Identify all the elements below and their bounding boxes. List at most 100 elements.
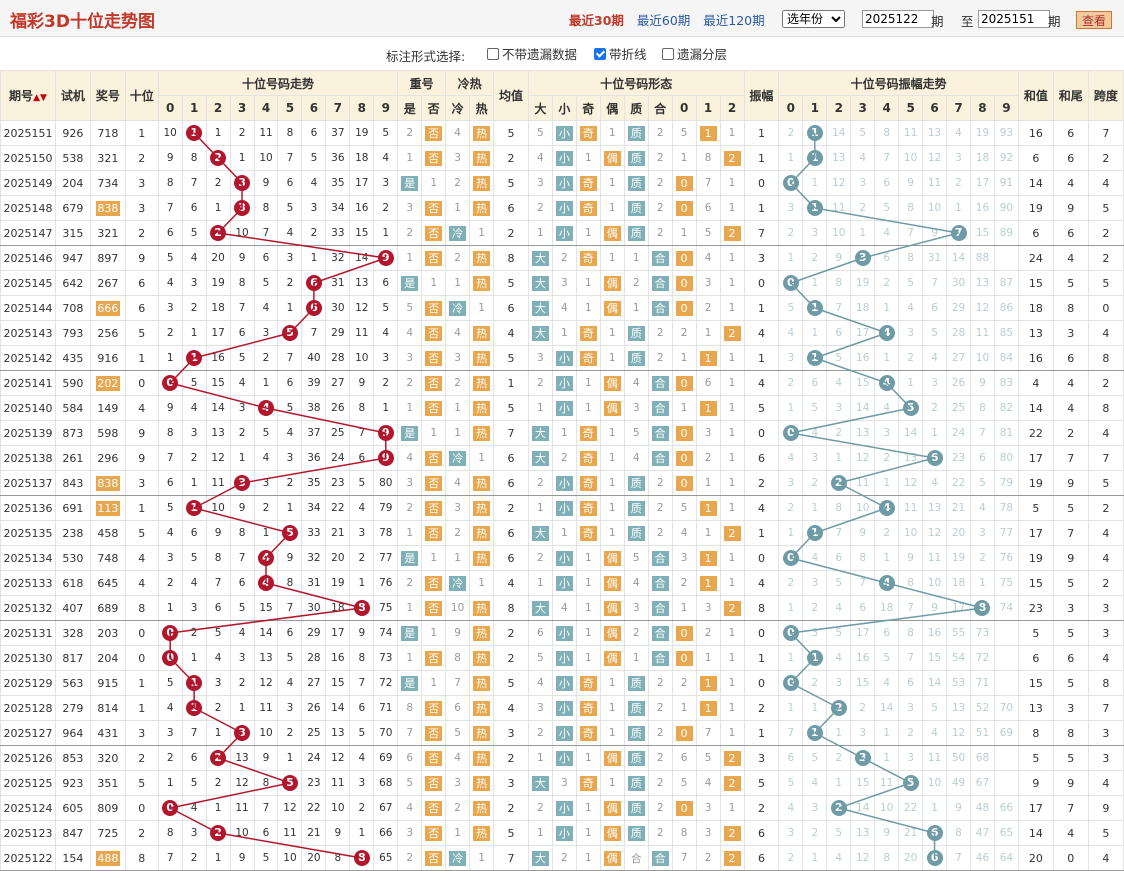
odd-cell: 奇 (575, 195, 601, 221)
amp-trend-cell: 80 (993, 445, 1019, 471)
amp-trend-cell: 3 (850, 245, 876, 271)
period-cell: 2025138 (0, 445, 56, 471)
amp-miss: 3 (811, 227, 819, 239)
cold-miss: 7 (454, 677, 461, 689)
remainder-badge: 2 (723, 850, 741, 866)
cold-miss: 2 (454, 377, 461, 389)
miss-value: 11 (211, 477, 225, 489)
remainder-cell-1: 2 (695, 295, 721, 321)
odd-cell: 1 (575, 395, 601, 421)
remainder-cell-2: 1 (719, 545, 745, 571)
miss-value: 5 (358, 727, 366, 739)
miss-value: 5 (358, 477, 366, 489)
amp-miss: 11 (879, 777, 894, 789)
miss-value: 2 (310, 227, 318, 239)
option-line[interactable]: 带折线 (594, 44, 647, 63)
trend-cell: 5 (253, 270, 279, 296)
repeat-miss: 4 (406, 802, 414, 814)
amp-trend-cell: 31 (922, 245, 948, 271)
cold-cell: 8 (445, 645, 471, 671)
amp-miss: 12 (927, 527, 942, 539)
year-select[interactable]: 选年份 (782, 10, 845, 28)
option-no-miss[interactable]: 不带遗漏数据 (487, 44, 577, 63)
amp-trend-cell: 2 (778, 495, 804, 521)
span-cell: 7 (1087, 445, 1124, 471)
trend-cell: 6 (181, 195, 207, 221)
remainder-miss: 1 (680, 402, 688, 414)
trial-cell: 873 (54, 420, 91, 446)
amp-ball: 2 (830, 800, 847, 816)
miss-value: 2 (358, 802, 366, 814)
hot-badge: 热 (473, 525, 491, 541)
amp-miss: 92 (999, 152, 1014, 164)
even-badge: 偶 (603, 275, 621, 291)
trend-cell: 7 (157, 845, 183, 871)
hot-badge: 热 (473, 475, 491, 491)
repeat-no-cell: 否 (421, 845, 447, 871)
remainder-cell-1: 1 (695, 670, 721, 696)
repeat-no-cell: 否 (421, 220, 447, 246)
big-miss: 5 (537, 127, 544, 139)
amp-trend-cell: 5 (874, 195, 900, 221)
remainder-cell-1: 1 (695, 520, 721, 546)
miss-value: 7 (214, 577, 222, 589)
cold-miss: 8 (454, 652, 461, 664)
miss-value: 8 (238, 527, 246, 539)
miss-value: 75 (379, 602, 393, 614)
repeat-yes-cell: 5 (397, 770, 423, 796)
checkbox-no-miss[interactable] (487, 47, 499, 60)
trial-cell: 708 (54, 295, 91, 321)
period-cell: 2025128 (0, 695, 56, 721)
miss-value: 3 (286, 252, 294, 264)
amp-trend-cell: 6 (922, 820, 948, 846)
to-period-input[interactable] (978, 10, 1050, 28)
from-period-input[interactable] (862, 10, 934, 28)
miss-value: 18 (211, 302, 225, 314)
miss-value: 3 (382, 352, 390, 364)
miss-value: 5 (286, 202, 294, 214)
trial-cell: 238 (54, 520, 91, 546)
composite-cell: 2 (647, 470, 673, 496)
checkbox-line[interactable] (594, 47, 606, 60)
remainder-cell-0: 0 (671, 795, 697, 821)
period-60-link[interactable]: 最近60期 (636, 13, 691, 28)
table-row: 2025144 708 666 6 3 2 18 7 4 1 6 30 12 5 5 否冷 1 6 大 4 1 偶 1 合 0 2… (0, 295, 1124, 321)
view-button[interactable]: 查看 (1076, 11, 1112, 29)
span-cell: 3 (1087, 720, 1124, 746)
amp-trend-cell: 1 (802, 845, 828, 871)
table-row: 2025126 853 320 2 2 6 2 13 9 1 24 12 4 69 6 否 4 热 2 1 小 1 偶质 2 6… (0, 745, 1124, 771)
repeat-yes-cell: 是 (397, 170, 423, 196)
prize-cell: 321 (89, 220, 126, 246)
prime-miss: 5 (632, 552, 640, 564)
checkbox-layer[interactable] (662, 47, 674, 60)
prime-badge: 质 (627, 750, 645, 766)
amp-miss: 2 (811, 477, 819, 489)
table-row: 2025136 691 113 1 5 1 10 9 2 1 34 22 4 79 2 否 3 热 2 1 小奇 1 质 2 5… (0, 495, 1124, 521)
cold-miss: 4 (454, 477, 461, 489)
miss-value: 35 (331, 177, 345, 189)
tail-cell: 6 (1052, 145, 1089, 171)
trend-ball: 1 (186, 700, 203, 716)
even-cell: 1 (599, 320, 625, 346)
period-120-link[interactable]: 最近120期 (703, 13, 765, 28)
trend-ball: 2 (210, 150, 227, 166)
trend-cell: 68 (373, 770, 399, 796)
amp-trend-cell: 7 (922, 270, 948, 296)
even-cell: 偶 (599, 395, 625, 421)
trend-cell: 7 (277, 145, 303, 171)
cold-miss: 2 (454, 802, 461, 814)
remainder-cell-1: 7 (695, 170, 721, 196)
odd-miss: 1 (584, 652, 592, 664)
amp-miss: 14 (903, 427, 918, 439)
miss-value: 7 (238, 302, 246, 314)
period-30-link[interactable]: 最近30期 (569, 13, 624, 28)
remainder-cell-0: 1 (671, 220, 697, 246)
amp-trend-cell: 13 (850, 420, 876, 446)
amp-miss: 17 (975, 177, 990, 189)
col-period[interactable]: 期号▲▼ (0, 70, 56, 121)
miss-value: 20 (211, 252, 225, 264)
option-layer[interactable]: 遗漏分层 (662, 44, 727, 63)
amp-miss: 2 (787, 127, 795, 139)
amp-trend-cell: 3 (898, 695, 924, 721)
hot-cell: 热 (469, 320, 495, 346)
